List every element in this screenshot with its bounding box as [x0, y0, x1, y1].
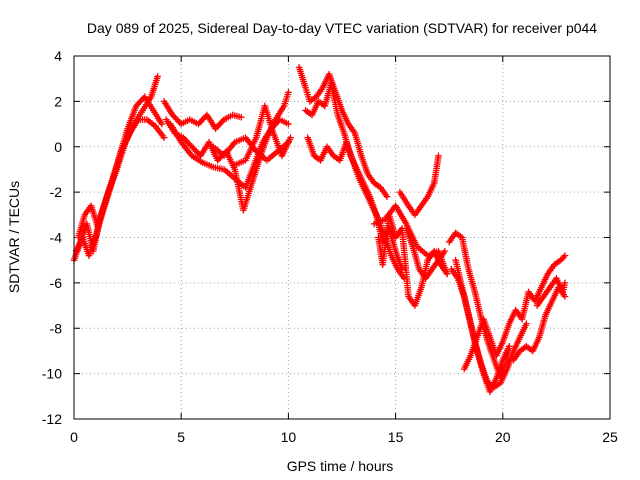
y-tick-label: -2	[50, 184, 63, 200]
data-point	[191, 146, 199, 154]
data-point	[561, 293, 569, 300]
data-point	[435, 152, 442, 160]
y-tick-label: -4	[50, 230, 63, 246]
data-point	[195, 120, 202, 128]
chart-title: Day 089 of 2025, Sidereal Day-to-day VTE…	[87, 20, 597, 36]
data-point	[561, 252, 569, 259]
data-point	[273, 119, 281, 126]
y-tick-label: -12	[42, 411, 62, 427]
data-point	[212, 125, 219, 132]
data-point	[169, 111, 176, 119]
data-point	[558, 255, 566, 262]
y-tick-label: 2	[54, 93, 62, 109]
data-point	[154, 73, 161, 80]
y-tick-label: 4	[54, 48, 62, 64]
data-point	[237, 113, 245, 121]
data-point	[184, 138, 191, 146]
data-point	[132, 102, 140, 110]
data-point	[173, 116, 181, 123]
y-tick-label: 0	[54, 139, 62, 155]
x-tick-label: 0	[70, 429, 78, 445]
data-point	[192, 147, 200, 155]
data-point	[135, 99, 143, 107]
data-point	[285, 120, 292, 128]
data-point	[170, 113, 178, 120]
y-tick-label: -6	[50, 275, 63, 291]
data-point	[200, 114, 208, 122]
data-point	[181, 135, 189, 143]
data-point	[213, 123, 221, 131]
data-point	[137, 98, 144, 105]
data-point	[217, 119, 225, 126]
data-point	[175, 117, 182, 125]
data-point	[190, 144, 197, 152]
data-point	[182, 137, 190, 144]
data-point	[158, 120, 166, 128]
data-point	[194, 149, 201, 157]
data-point	[561, 279, 569, 287]
data-point	[443, 270, 451, 278]
data-point	[185, 140, 193, 148]
data-point	[398, 265, 406, 273]
data-point	[199, 116, 206, 123]
plot-frame	[73, 55, 611, 420]
data-point	[172, 114, 179, 122]
data-point	[134, 101, 141, 108]
data-point	[219, 117, 226, 125]
data-point	[285, 89, 292, 96]
y-axis-label: SDTVAR / TECUs	[6, 181, 22, 293]
data-point	[383, 193, 391, 200]
y-tick-label: -10	[42, 366, 62, 382]
data-point	[187, 141, 194, 149]
data-point	[214, 157, 221, 164]
x-tick-label: 15	[388, 429, 404, 445]
data-point	[505, 343, 513, 350]
data-points	[70, 64, 569, 396]
data-point	[560, 253, 567, 261]
data-point	[138, 96, 146, 104]
data-point	[196, 119, 204, 126]
data-point	[272, 120, 279, 128]
data-point	[216, 120, 224, 128]
x-axis-label: GPS time / hours	[287, 458, 394, 474]
data-point	[215, 122, 222, 129]
data-point	[215, 155, 223, 163]
data-point	[441, 247, 449, 255]
data-point	[557, 256, 564, 264]
x-tick-label: 5	[177, 429, 185, 445]
data-point	[523, 320, 530, 328]
y-tick-label: -8	[50, 320, 63, 336]
data-point	[287, 134, 294, 141]
data-point	[188, 143, 196, 151]
x-tick-label: 25	[602, 429, 618, 445]
data-point	[160, 134, 168, 141]
data-point	[197, 117, 205, 125]
x-tick-label: 20	[495, 429, 511, 445]
x-tick-label: 10	[281, 429, 297, 445]
